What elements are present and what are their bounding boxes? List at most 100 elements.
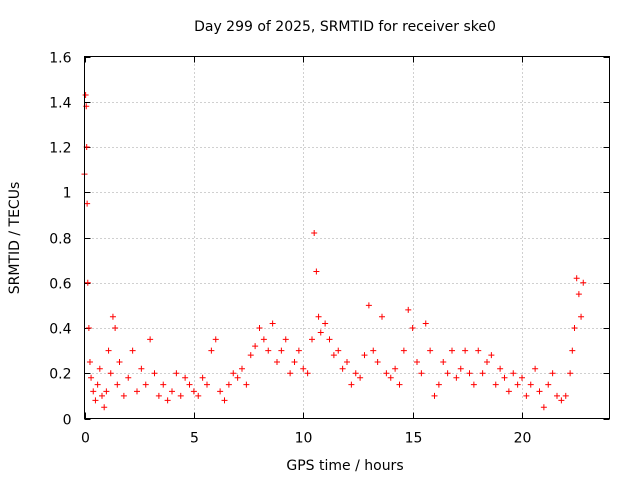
data-point — [575, 291, 582, 298]
data-point — [569, 347, 576, 354]
data-point — [116, 358, 123, 365]
data-point — [260, 336, 267, 343]
data-point — [291, 358, 298, 365]
x-tick-label: 15 — [405, 431, 423, 447]
data-point — [287, 370, 294, 377]
data-point — [88, 374, 95, 381]
data-point — [427, 347, 434, 354]
data-point — [304, 370, 311, 377]
y-tick-label: 1.6 — [49, 51, 71, 67]
data-point — [422, 320, 429, 327]
data-point — [160, 381, 167, 388]
data-point — [549, 370, 556, 377]
data-point — [519, 374, 525, 381]
x-axis-label: GPS time / hours — [286, 458, 403, 474]
data-point — [84, 279, 91, 286]
data-point — [335, 347, 342, 354]
data-point — [532, 365, 539, 372]
data-point — [562, 392, 569, 399]
data-point — [361, 352, 368, 359]
data-point — [103, 388, 110, 395]
axis-ticks — [84, 56, 610, 420]
data-point — [90, 388, 97, 395]
y-tick-label: 0.8 — [49, 232, 71, 248]
data-point — [225, 381, 232, 388]
data-point — [580, 279, 587, 286]
data-point — [536, 388, 543, 395]
data-point — [554, 392, 560, 399]
data-point — [470, 381, 477, 388]
y-tick-label: 0 — [63, 413, 72, 429]
data-point — [379, 313, 385, 320]
data-point — [105, 347, 112, 354]
data-point — [409, 325, 416, 331]
data-point — [120, 392, 127, 399]
data-point — [186, 381, 193, 388]
data-point — [545, 381, 552, 388]
data-point — [313, 268, 320, 275]
data-point — [396, 381, 403, 388]
data-point — [151, 370, 158, 377]
plot-frame — [84, 56, 610, 419]
data-point — [243, 381, 250, 388]
data-point — [326, 336, 333, 343]
data-point — [571, 325, 578, 331]
data-point — [348, 381, 355, 388]
data-point — [112, 325, 119, 331]
data-point — [527, 381, 534, 388]
data-point — [221, 397, 228, 404]
data-point — [96, 365, 103, 372]
data-point — [195, 392, 202, 399]
data-point — [492, 381, 499, 388]
data-point — [86, 358, 93, 365]
data-point — [101, 404, 108, 411]
data-point — [365, 302, 372, 309]
y-tick-label: 0.2 — [49, 367, 71, 383]
data-point — [155, 392, 162, 399]
data-point — [466, 370, 473, 377]
data-point — [497, 365, 504, 372]
y-tick-label: 0.4 — [49, 322, 71, 338]
data-point — [435, 381, 442, 388]
data-point — [449, 347, 455, 354]
data-point — [99, 392, 105, 399]
data-point — [217, 388, 224, 395]
data-point — [501, 374, 508, 381]
x-tick-label: 10 — [295, 431, 313, 447]
data-point — [107, 370, 114, 377]
data-point — [352, 370, 359, 377]
data-point — [265, 347, 272, 354]
data-point — [514, 381, 521, 388]
data-point — [475, 347, 482, 354]
data-point — [453, 374, 460, 381]
y-tick-label: 1.4 — [49, 96, 71, 112]
data-point — [387, 374, 394, 381]
data-point — [84, 200, 91, 207]
y-axis-label: SRMTID / TECUs — [7, 182, 23, 295]
data-point — [484, 358, 490, 365]
data-point — [444, 370, 451, 377]
data-point — [505, 388, 512, 395]
data-point — [109, 313, 116, 320]
data-point — [567, 370, 574, 377]
data-point — [479, 370, 486, 377]
data-point — [315, 313, 322, 320]
data-point — [252, 343, 259, 350]
x-tick-label: 20 — [514, 431, 532, 447]
data-point — [212, 336, 219, 343]
data-point — [82, 91, 89, 98]
data-point — [370, 347, 377, 354]
data-point — [311, 229, 318, 236]
data-point — [414, 358, 420, 365]
y-axis-tick-labels: 0 0.2 0.4 0.6 0.8 1 1.2 1.4 1.6 — [49, 51, 71, 429]
data-point — [234, 374, 241, 381]
grid-lines — [84, 56, 610, 419]
data-point — [173, 370, 180, 377]
data-points — [81, 91, 587, 411]
data-point — [339, 365, 346, 372]
data-point — [182, 374, 189, 381]
data-point — [440, 358, 447, 365]
data-point — [92, 397, 99, 404]
data-point — [147, 336, 154, 343]
